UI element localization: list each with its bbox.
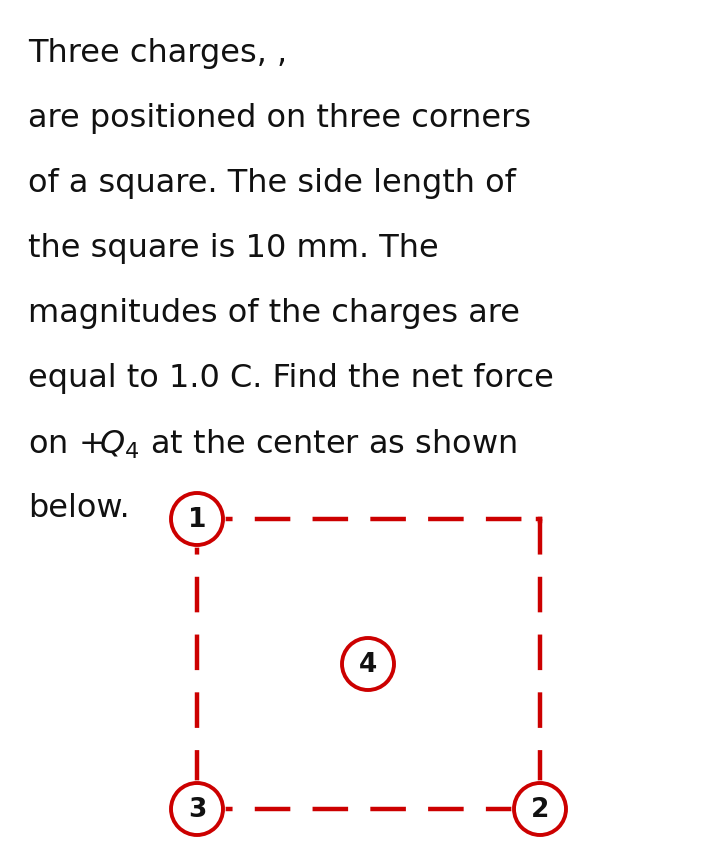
- Text: 1: 1: [188, 506, 206, 532]
- Text: equal to 1.0 C. Find the net force: equal to 1.0 C. Find the net force: [28, 362, 554, 393]
- Text: the square is 10 mm. The: the square is 10 mm. The: [28, 232, 439, 263]
- Text: magnitudes of the charges are: magnitudes of the charges are: [28, 298, 520, 329]
- Text: of a square. The side length of: of a square. The side length of: [28, 168, 516, 199]
- Circle shape: [340, 636, 396, 692]
- Circle shape: [169, 781, 225, 837]
- Text: 4: 4: [359, 651, 377, 678]
- Text: 2: 2: [531, 796, 549, 822]
- Text: Three charges, ,: Three charges, ,: [28, 38, 287, 69]
- Circle shape: [512, 781, 568, 837]
- Text: on $+\!Q_4$ at the center as shown: on $+\!Q_4$ at the center as shown: [28, 428, 517, 461]
- Text: are positioned on three corners: are positioned on three corners: [28, 102, 531, 133]
- Circle shape: [169, 492, 225, 548]
- Text: below.: below.: [28, 492, 129, 523]
- Text: 3: 3: [188, 796, 206, 822]
